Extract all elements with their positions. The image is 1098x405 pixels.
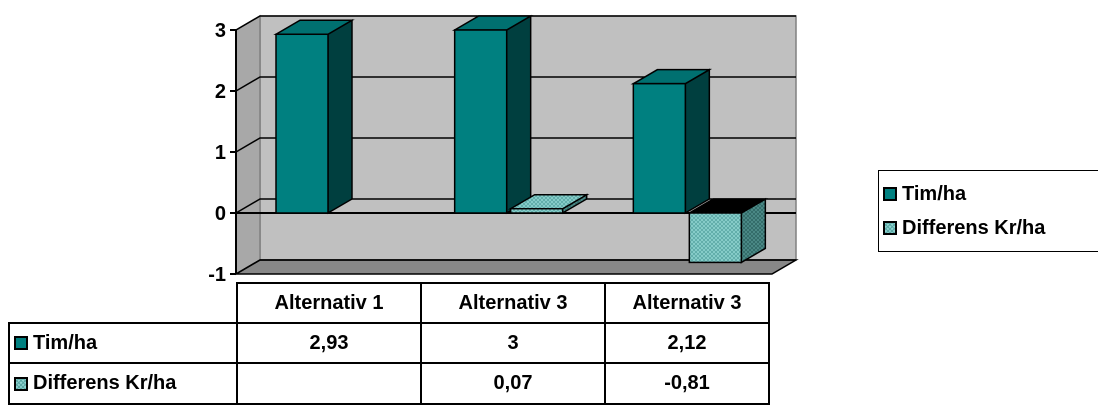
table-header-cell: Alternativ 3	[604, 282, 770, 324]
bar-tim-ha-side	[684, 68, 711, 215]
gridline	[235, 198, 796, 214]
table-row-label: Tim/ha	[33, 331, 98, 354]
gridline	[235, 137, 796, 153]
table-row-label: Differens Kr/ha	[33, 372, 177, 394]
bar-tim-ha	[453, 29, 508, 214]
y-tick-label: 2	[215, 81, 226, 103]
chart-bars	[273, 14, 769, 264]
table-cell: 2,12	[604, 322, 770, 364]
legend-label: Tim/ha	[902, 182, 967, 205]
bar-tim-ha-side	[327, 18, 353, 215]
table-row-header-tim-ha: Tim/ha	[8, 322, 238, 364]
table-swatch-solid	[14, 336, 28, 350]
legend: Tim/ha Differens Kr/ha	[878, 170, 1098, 252]
table-cell: 3	[420, 322, 606, 364]
table-swatch-hatched	[14, 376, 28, 391]
legend-swatch-solid	[883, 187, 897, 201]
table-cell: 2,93	[236, 322, 422, 364]
y-tick-label: 3	[215, 20, 226, 42]
bar-tim-ha	[275, 33, 329, 214]
table-header-cell: Alternativ 1	[236, 282, 422, 324]
table-cell: -0,81	[604, 362, 770, 405]
table-header-cell: Alternativ 3	[420, 282, 606, 324]
gridline	[235, 76, 796, 92]
bar-differens-kr-ha	[509, 207, 564, 214]
y-tick-label: 1	[215, 142, 226, 164]
table-cell: 0,07	[420, 362, 606, 405]
table-cell	[236, 362, 422, 405]
legend-swatch-hatched	[883, 221, 897, 235]
bar-differens-kr-ha	[688, 212, 743, 264]
legend-item-differens-kr-ha: Differens Kr/ha	[883, 215, 1045, 241]
y-tick-label: -1	[208, 264, 226, 286]
table-row-header-differens-kr-ha: Differens Kr/ha	[8, 362, 238, 405]
y-axis: 3 2 1 0 -1	[208, 20, 237, 286]
bar-tim-ha-side	[505, 14, 532, 215]
bar-tim-ha	[632, 82, 687, 214]
gridline	[235, 15, 796, 31]
legend-item-tim-ha: Tim/ha	[883, 181, 966, 207]
y-tick-label: 0	[215, 203, 226, 225]
legend-label: Differens Kr/ha	[902, 216, 1046, 239]
gridline	[235, 259, 796, 275]
